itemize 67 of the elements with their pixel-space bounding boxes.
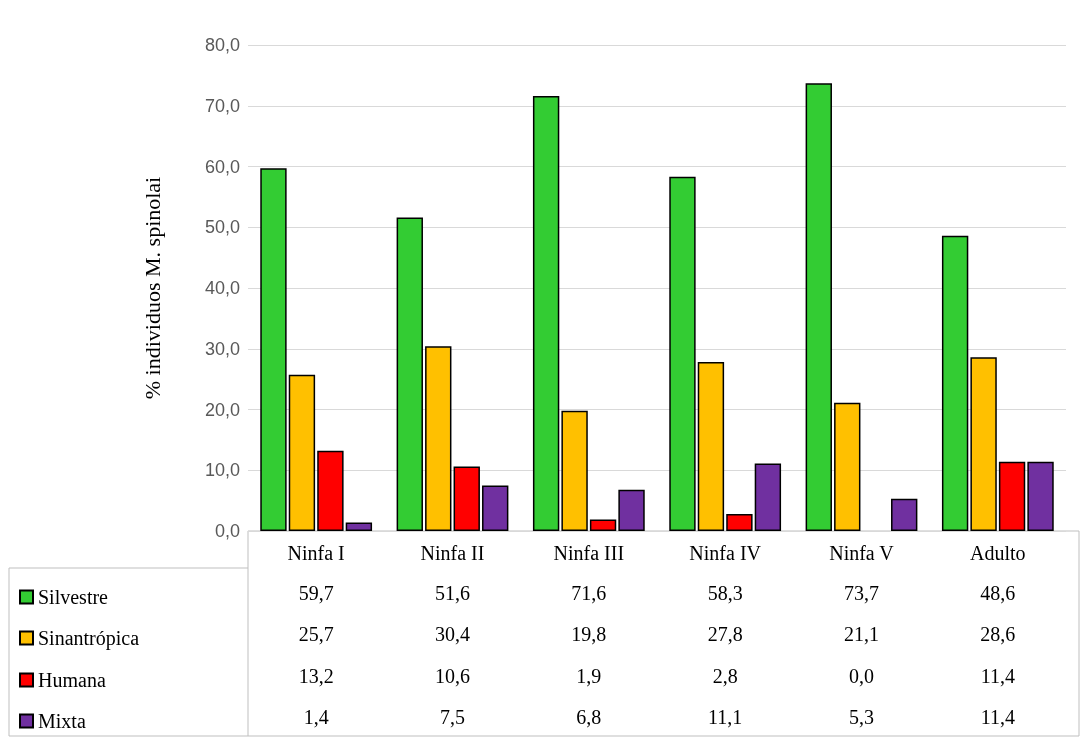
y-tick-label: 10,0 <box>204 460 240 481</box>
bar <box>834 402 861 531</box>
data-label: 58,3 <box>707 582 743 604</box>
legend-label: Silvestre <box>38 586 109 608</box>
bar <box>425 346 452 531</box>
bar <box>697 362 725 531</box>
data-label: 2,8 <box>712 665 738 687</box>
data-label: 73,7 <box>844 582 879 604</box>
data-label: 51,6 <box>435 582 470 604</box>
data-label: 11,1 <box>708 706 743 728</box>
data-label: 13,2 <box>298 665 334 687</box>
bar <box>941 235 969 531</box>
data-label: 1,9 <box>576 665 602 687</box>
data-label: 10,6 <box>435 665 470 687</box>
y-tick-label: 50,0 <box>204 217 240 238</box>
data-label: 7,5 <box>440 706 465 728</box>
legend-label: Humana <box>38 669 106 691</box>
data-label: 11,4 <box>980 665 1015 687</box>
bar <box>618 489 645 531</box>
y-tick-label: 80,0 <box>204 35 240 55</box>
data-label: 27,8 <box>707 623 743 645</box>
bar <box>561 410 588 531</box>
bar <box>453 466 480 531</box>
bar <box>970 357 997 531</box>
bar <box>669 176 696 531</box>
data-label: 28,6 <box>980 623 1016 645</box>
data-label: 1,4 <box>303 706 329 728</box>
data-label: 19,8 <box>571 623 607 645</box>
x-tick-label: Adulto <box>970 542 1026 564</box>
data-label: 71,6 <box>571 582 607 604</box>
bar <box>754 463 782 531</box>
data-label: 48,6 <box>980 582 1016 604</box>
data-label: 0,0 <box>849 665 874 687</box>
bar <box>805 83 832 531</box>
x-tick-label: Ninfa I <box>287 542 345 564</box>
bar <box>891 498 918 531</box>
y-tick-label: 40,0 <box>204 278 240 298</box>
legend-label: Sinantrópica <box>38 627 140 650</box>
y-tick-label: 20,0 <box>204 399 240 420</box>
data-label: 11,4 <box>980 706 1015 728</box>
data-label: 25,7 <box>298 623 334 645</box>
bar <box>998 461 1026 531</box>
bar <box>317 450 344 531</box>
y-tick-label: 0,0 <box>214 521 240 541</box>
bar <box>532 96 560 531</box>
data-label: 6,8 <box>576 706 602 728</box>
x-tick-label: Ninfa IV <box>689 542 762 564</box>
legend-label: Mixta <box>38 710 86 732</box>
data-label: 21,1 <box>844 623 879 645</box>
bar <box>260 168 287 531</box>
data-label: 59,7 <box>298 582 334 604</box>
y-tick-label: 60,0 <box>204 156 240 177</box>
bar <box>482 485 509 531</box>
bar <box>726 513 753 531</box>
y-tick-label: 70,0 <box>204 95 240 116</box>
x-tick-label: Ninfa II <box>420 542 485 564</box>
bar <box>589 519 617 531</box>
data-label: 5,3 <box>849 706 874 728</box>
y-axis-title: % individuos M. spinolai <box>139 176 165 400</box>
bar <box>396 217 423 531</box>
bar <box>1027 461 1054 531</box>
y-tick-label: 30,0 <box>204 338 240 359</box>
data-label: 30,4 <box>435 623 470 645</box>
x-tick-label: Ninfa V <box>829 542 895 564</box>
x-tick-label: Ninfa III <box>553 542 625 564</box>
bar <box>345 522 373 531</box>
bar <box>288 374 316 531</box>
